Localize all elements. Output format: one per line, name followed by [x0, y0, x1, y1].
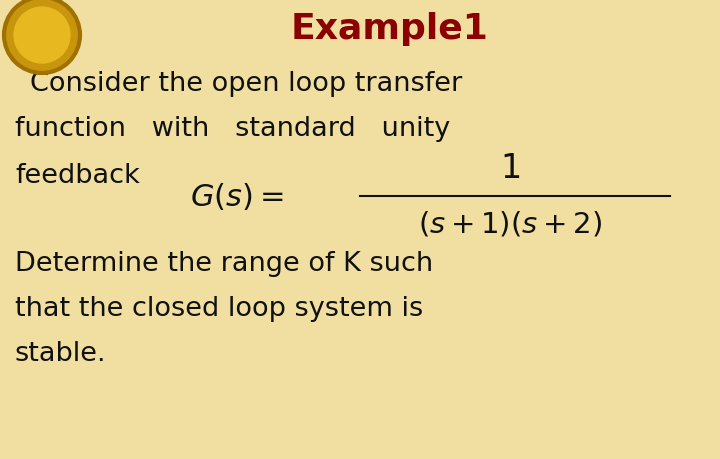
Circle shape: [4, 0, 80, 73]
Text: Determine the range of K such: Determine the range of K such: [15, 251, 433, 277]
FancyBboxPatch shape: [22, 0, 42, 12]
Text: stable.: stable.: [15, 341, 107, 367]
Text: Example1: Example1: [291, 12, 489, 46]
Text: feedback: feedback: [15, 163, 140, 189]
Text: $(s+1)(s+2)$: $(s+1)(s+2)$: [418, 209, 602, 239]
Text: function   with   standard   unity: function with standard unity: [15, 116, 450, 142]
FancyBboxPatch shape: [42, 0, 62, 12]
Text: $G(s)=$: $G(s)=$: [190, 180, 284, 212]
Text: that the closed loop system is: that the closed loop system is: [15, 296, 423, 322]
Circle shape: [14, 7, 70, 63]
Text: $1$: $1$: [500, 151, 520, 185]
Text: Consider the open loop transfer: Consider the open loop transfer: [30, 71, 462, 97]
